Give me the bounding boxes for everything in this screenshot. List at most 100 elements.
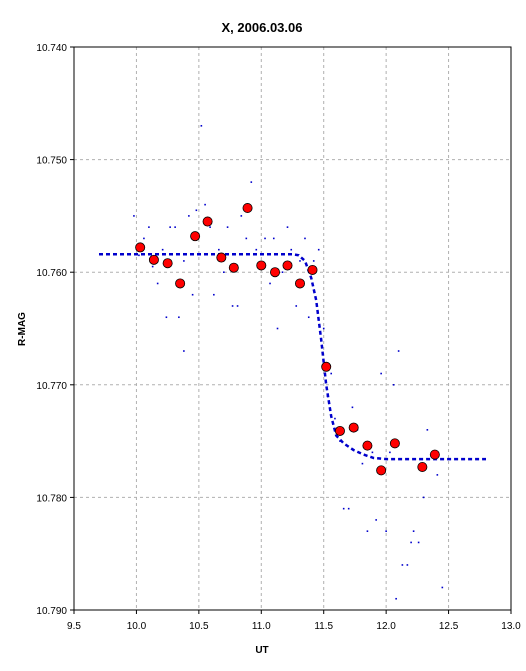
raw-point bbox=[397, 350, 400, 352]
raw-point bbox=[276, 327, 279, 330]
raw-point bbox=[188, 215, 190, 217]
raw-points bbox=[133, 125, 444, 600]
binned-point bbox=[307, 264, 318, 275]
raw-point bbox=[395, 597, 397, 600]
x-tick-label: 12.5 bbox=[439, 621, 459, 632]
raw-point bbox=[334, 417, 336, 420]
raw-point bbox=[406, 564, 409, 566]
raw-point bbox=[412, 530, 415, 532]
binned-point bbox=[216, 252, 227, 263]
binned-point bbox=[294, 278, 305, 289]
x-tick-label: 12.0 bbox=[376, 621, 396, 632]
y-tick-label: 10.790 bbox=[36, 606, 67, 617]
raw-point bbox=[213, 293, 215, 296]
binned-point bbox=[429, 449, 440, 460]
raw-point bbox=[286, 226, 289, 228]
raw-point bbox=[148, 226, 150, 228]
raw-point bbox=[371, 451, 374, 454]
binned-point bbox=[282, 260, 293, 271]
raw-point bbox=[347, 507, 350, 510]
raw-point bbox=[156, 282, 159, 285]
x-tick-label: 13.0 bbox=[501, 621, 521, 632]
raw-point bbox=[183, 260, 185, 262]
raw-point bbox=[392, 384, 395, 386]
raw-point bbox=[209, 226, 211, 228]
raw-point bbox=[385, 530, 387, 532]
y-tick-label: 10.740 bbox=[36, 43, 67, 54]
raw-point bbox=[143, 237, 145, 240]
raw-point bbox=[151, 265, 154, 268]
binned-point bbox=[321, 361, 332, 372]
raw-point bbox=[312, 260, 315, 262]
y-tick-label: 10.750 bbox=[36, 156, 67, 167]
raw-point bbox=[441, 586, 444, 589]
binned-point bbox=[417, 461, 428, 472]
binned-point bbox=[202, 216, 213, 227]
plot-frame bbox=[73, 46, 512, 611]
raw-point bbox=[245, 237, 248, 240]
raw-point bbox=[307, 316, 310, 319]
raw-point bbox=[218, 248, 220, 251]
x-tick-label: 9.5 bbox=[67, 621, 81, 632]
y-tick-label: 10.770 bbox=[36, 381, 67, 392]
raw-point bbox=[380, 372, 382, 375]
y-tick-label: 10.760 bbox=[36, 268, 67, 279]
raw-point bbox=[183, 350, 185, 352]
binned-points bbox=[135, 203, 440, 476]
x-tick-label: 10.5 bbox=[189, 621, 209, 632]
raw-point bbox=[295, 305, 298, 307]
raw-point bbox=[389, 451, 391, 454]
binned-point bbox=[190, 231, 201, 242]
axis-ticks: 9.5 10.0 10.5 11.0 11.5 12.0 12.5 13.0 10.740 10.… bbox=[36, 43, 521, 632]
raw-point bbox=[226, 226, 229, 228]
raw-point bbox=[161, 248, 164, 251]
raw-point bbox=[200, 125, 203, 127]
raw-point bbox=[366, 530, 369, 532]
binned-point bbox=[270, 267, 281, 278]
binned-point bbox=[135, 242, 146, 253]
raw-point bbox=[330, 372, 333, 375]
raw-point bbox=[304, 237, 306, 240]
raw-point bbox=[272, 237, 275, 240]
y-tick-label: 10.780 bbox=[36, 493, 67, 504]
binned-point bbox=[228, 262, 239, 273]
fit-curve bbox=[99, 252, 486, 461]
raw-point bbox=[169, 226, 171, 228]
raw-point bbox=[299, 260, 301, 262]
binned-point bbox=[162, 258, 173, 269]
binned-point bbox=[362, 440, 373, 451]
binned-point bbox=[348, 422, 359, 433]
raw-point bbox=[195, 209, 198, 212]
raw-point bbox=[264, 237, 266, 240]
binned-point bbox=[148, 254, 159, 265]
binned-point bbox=[376, 465, 387, 476]
raw-point bbox=[165, 316, 168, 319]
x-axis-label: UT bbox=[255, 645, 268, 656]
grid-lines bbox=[74, 47, 511, 610]
raw-point bbox=[361, 462, 364, 465]
raw-point bbox=[250, 181, 253, 183]
raw-point bbox=[417, 541, 420, 544]
raw-point bbox=[138, 254, 140, 257]
raw-point bbox=[223, 271, 225, 273]
raw-point bbox=[410, 541, 412, 544]
x-tick-label: 11.0 bbox=[252, 621, 271, 632]
raw-point bbox=[240, 215, 243, 217]
raw-point bbox=[422, 496, 425, 499]
raw-point bbox=[322, 327, 325, 330]
raw-point bbox=[133, 215, 135, 217]
binned-point bbox=[389, 438, 400, 449]
binned-point bbox=[334, 425, 345, 436]
raw-point bbox=[174, 226, 176, 228]
raw-point bbox=[290, 248, 293, 251]
binned-point bbox=[242, 203, 253, 214]
x-tick-label: 10.0 bbox=[127, 621, 147, 632]
x-tick-label: 11.5 bbox=[314, 621, 333, 632]
raw-point bbox=[281, 271, 284, 273]
raw-point bbox=[191, 293, 194, 296]
raw-point bbox=[255, 248, 258, 251]
raw-point bbox=[204, 203, 206, 206]
raw-point bbox=[401, 564, 404, 566]
raw-point bbox=[231, 305, 234, 307]
